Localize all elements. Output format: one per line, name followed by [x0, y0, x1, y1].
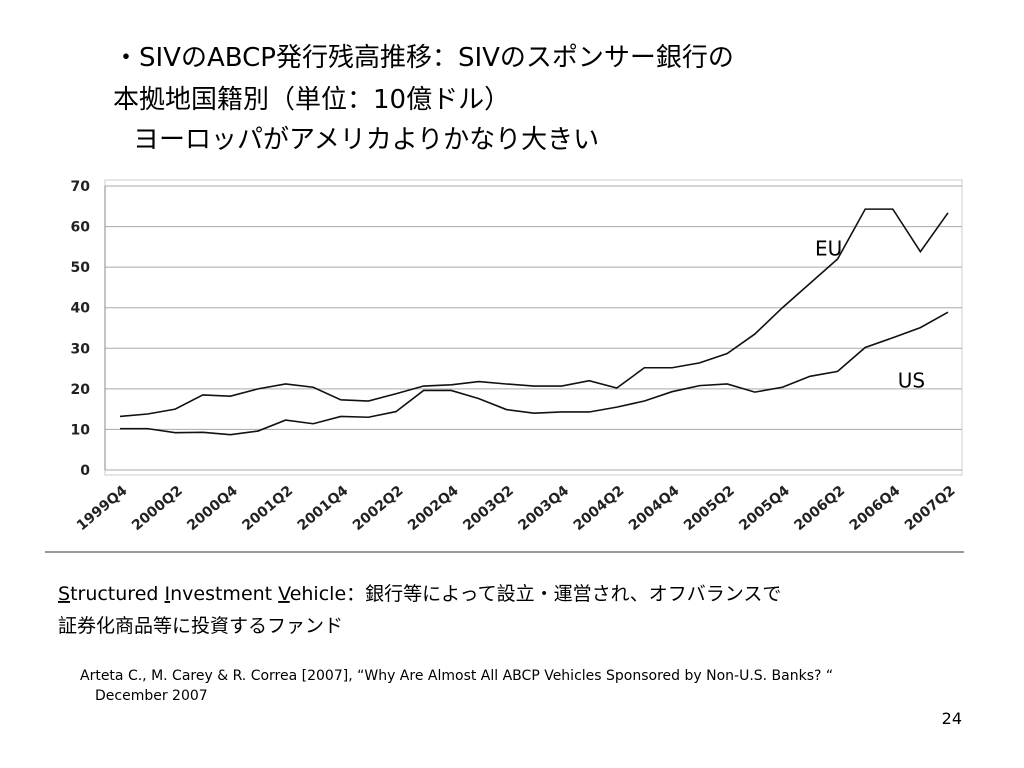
x-tick-label: 2004Q4: [626, 483, 683, 534]
y-tick-label: 60: [71, 220, 91, 236]
x-tick-label: 2005Q2: [681, 483, 738, 534]
series-line: [119, 208, 949, 418]
y-tick-label: 20: [71, 382, 91, 398]
text: V: [278, 583, 291, 605]
citation: Arteta C., M. Carey & R. Correa [2007], …: [80, 668, 833, 684]
description: Structured Investment Vehicle：銀行等によって設立・…: [58, 583, 781, 605]
x-tick-label: 2003Q2: [460, 483, 517, 534]
citation: December 2007: [95, 688, 208, 704]
x-tick-label: 2001Q4: [295, 483, 352, 534]
y-tick-label: 0: [80, 463, 90, 479]
title-line: ・SIVのABCP発行残高推移：SIVのスポンサー銀行の: [113, 43, 734, 73]
x-tick-label: 2000Q4: [184, 483, 241, 534]
plot-frame: [104, 179, 963, 476]
page-number: 24: [942, 709, 962, 728]
x-tick-label: 2006Q4: [847, 483, 904, 534]
text: ehicle：銀行等によって設立・運営され、オフバランスで: [290, 583, 782, 605]
series-line: [120, 311, 949, 436]
x-tick-label: 2006Q2: [791, 483, 848, 534]
x-tick-label: 2005Q4: [736, 483, 793, 534]
y-tick-label: 30: [71, 341, 91, 357]
x-tick-label: 2001Q2: [239, 483, 296, 534]
x-tick-label: 2000Q2: [129, 483, 186, 534]
text: I: [165, 583, 171, 605]
x-tick-label: 2002Q2: [350, 483, 407, 534]
x-tick-label: 2003Q4: [515, 483, 572, 534]
y-tick-label: 10: [71, 422, 91, 438]
x-tick-label: 2004Q2: [571, 483, 628, 534]
y-tick-label: 50: [71, 260, 91, 276]
series-label: EU: [815, 236, 842, 260]
y-tick-label: 70: [71, 179, 91, 195]
y-tick-label: 40: [71, 301, 91, 317]
text: tructured: [70, 583, 164, 605]
description: 証券化商品等に投資するファンド: [58, 615, 343, 637]
title-line: ヨーロッパがアメリカよりかなり大きい: [133, 125, 599, 155]
x-tick-label: 2007Q2: [902, 483, 959, 534]
series-label: US: [898, 369, 925, 393]
title-line: 本拠地国籍別（単位：10億ドル）: [113, 85, 510, 115]
x-tick-label: 2002Q4: [405, 483, 462, 534]
text: nvestment: [170, 583, 278, 605]
x-tick-label: 1999Q4: [74, 483, 131, 534]
text: S: [58, 583, 70, 605]
